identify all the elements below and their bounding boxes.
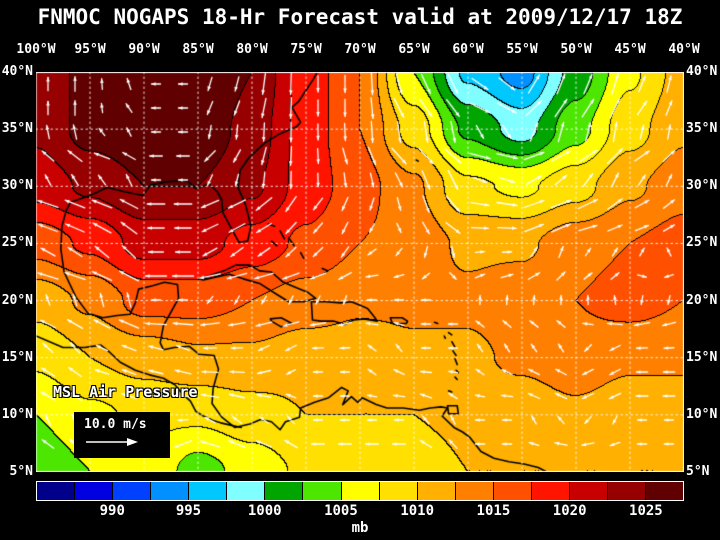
colorbar-tick-label: 1020 <box>552 503 587 519</box>
wind-scale-arrow-icon <box>86 438 138 446</box>
colorbar-segment <box>188 482 227 500</box>
colorbar-segment <box>112 482 151 500</box>
lat-tick-label: 30°N <box>686 178 718 194</box>
lat-tick-label: 15°N <box>1 349 33 365</box>
colorbar-tick-label: 1025 <box>629 503 663 519</box>
lon-tick-label: 65°W <box>398 42 430 57</box>
wind-scale-label: 10.0 m/s <box>84 417 147 432</box>
colorbar-segment <box>150 482 189 500</box>
colorbar-tick-label: 995 <box>175 503 202 519</box>
lat-tick-label: 20°N <box>686 292 718 308</box>
lat-tick-label: 25°N <box>1 235 33 251</box>
field-label: MSL Air Pressure <box>53 383 198 401</box>
lon-tick-label: 100°W <box>16 42 56 57</box>
colorbar-segment <box>264 482 303 500</box>
colorbar-segment <box>606 482 645 500</box>
colorbar-segment <box>37 482 75 500</box>
colorbar-segment <box>530 482 569 500</box>
lat-tick-label: 5°N <box>9 464 33 479</box>
lat-tick-label: 35°N <box>1 121 33 137</box>
lat-tick-label: 15°N <box>686 349 718 365</box>
lon-tick-label: 85°W <box>182 42 214 57</box>
colorbar-segment <box>226 482 265 500</box>
lon-tick-label: 60°W <box>452 42 484 57</box>
colorbar-segment <box>645 482 684 500</box>
lat-tick-label: 10°N <box>686 406 718 422</box>
colorbar-segment <box>416 482 455 500</box>
lon-tick-label: 80°W <box>236 42 268 57</box>
lat-tick-label: 10°N <box>1 406 33 422</box>
lat-tick-label: 30°N <box>1 178 33 194</box>
lat-tick-label: 20°N <box>1 292 33 308</box>
lat-tick-label: 25°N <box>686 235 718 251</box>
colorbar-segment <box>340 482 379 500</box>
colorbar <box>36 481 684 501</box>
lon-tick-label: 40°W <box>668 42 700 57</box>
colorbar-segment <box>74 482 113 500</box>
colorbar-tick-label: 990 <box>99 503 125 519</box>
colorbar-segment <box>302 482 341 500</box>
lon-tick-label: 75°W <box>290 42 322 57</box>
lat-tick-label: 5°N <box>686 464 710 479</box>
colorbar-segment <box>378 482 417 500</box>
colorbar-segment <box>454 482 493 500</box>
lat-tick-label: 40°N <box>686 64 718 79</box>
lon-tick-label: 50°W <box>560 42 592 57</box>
lat-tick-label: 35°N <box>686 121 718 137</box>
colorbar-unit: mb <box>351 520 369 536</box>
colorbar-segment <box>492 482 531 500</box>
lon-tick-label: 55°W <box>506 42 538 57</box>
lon-tick-label: 90°W <box>128 42 160 57</box>
colorbar-tick-label: 1005 <box>324 503 358 519</box>
map-area: MSL Air Pressure 10.0 m/s <box>36 72 684 472</box>
lon-tick-label: 45°W <box>614 42 646 57</box>
lat-tick-label: 40°N <box>1 64 33 79</box>
lon-tick-label: 70°W <box>344 42 376 57</box>
page-title: FNMOC NOGAPS 18-Hr Forecast valid at 200… <box>37 5 683 29</box>
colorbar-segment <box>568 482 607 500</box>
colorbar-tick-label: 1000 <box>247 503 282 519</box>
colorbar-tick-label: 1015 <box>476 503 511 519</box>
wind-scale-legend: 10.0 m/s <box>74 412 170 458</box>
colorbar-tick-label: 1010 <box>400 503 435 519</box>
pressure-map-canvas <box>36 72 684 472</box>
lon-tick-label: 95°W <box>74 42 106 57</box>
